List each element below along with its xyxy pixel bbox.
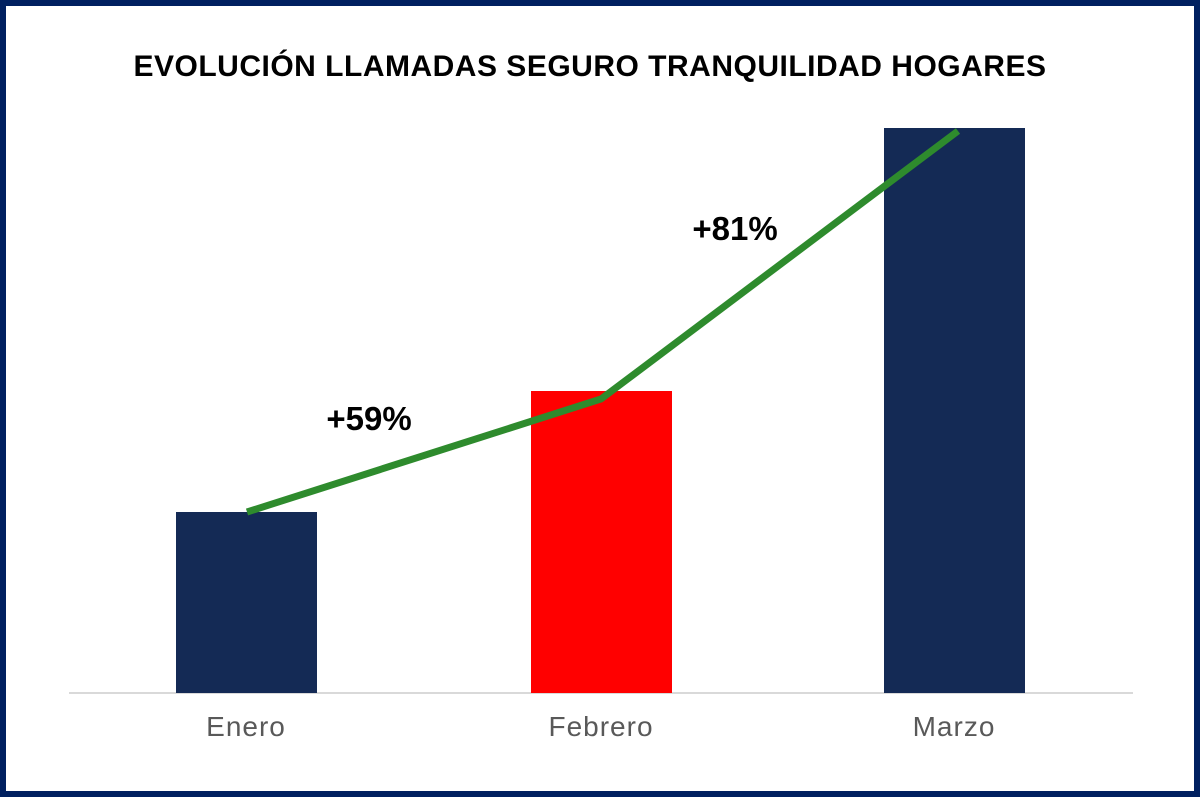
growth-annotation-febrero: +59% xyxy=(326,400,412,437)
x-axis-line xyxy=(69,692,1133,694)
x-label-febrero: Febrero xyxy=(548,711,654,742)
chart-title: EVOLUCIÓN LLAMADAS SEGURO TRANQUILIDAD H… xyxy=(133,50,1047,83)
bar-enero xyxy=(175,512,317,693)
x-label-enero: Enero xyxy=(206,711,286,742)
growth-annotation-marzo: +81% xyxy=(692,210,778,247)
x-label-marzo: Marzo xyxy=(912,711,996,742)
bar-febrero xyxy=(530,391,672,693)
bar-marzo xyxy=(883,128,1025,693)
